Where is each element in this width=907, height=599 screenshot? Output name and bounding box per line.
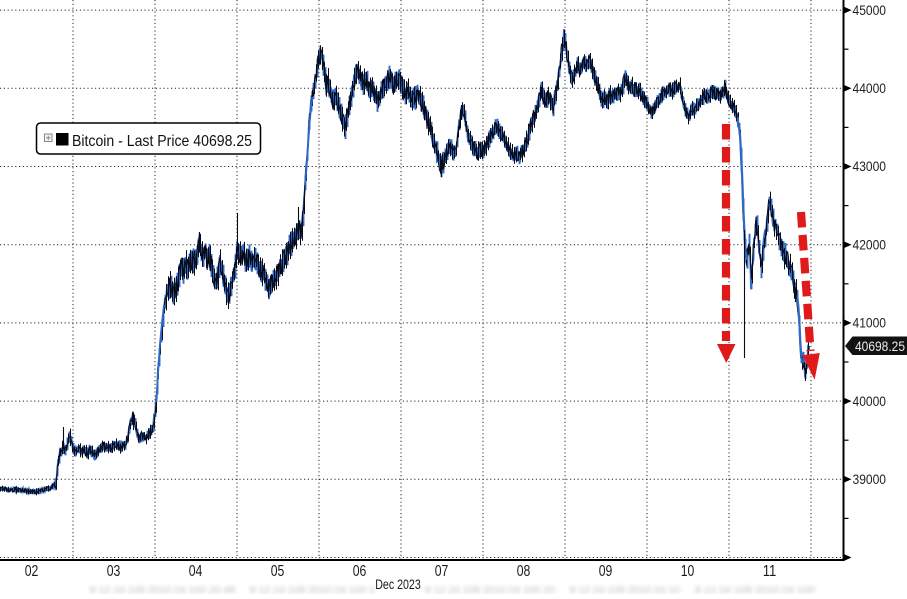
svg-text:Bitcoin - Last Price 40698.25: Bitcoin - Last Price 40698.25 [72,133,252,150]
svg-text:8 12 24 108 2010 04 100 20: 8 12 24 108 2010 04 100 20 [425,585,555,594]
svg-text:09: 09 [599,563,613,580]
svg-text:Dec 2023: Dec 2023 [375,577,421,592]
svg-text:42000: 42000 [853,237,887,252]
svg-text:40000: 40000 [853,394,887,409]
svg-text:05: 05 [271,563,285,580]
svg-text:04: 04 [189,563,203,580]
svg-text:07: 07 [435,563,449,580]
svg-text:45000: 45000 [853,3,887,18]
svg-text:8 12 24 108 2010 04 100 2: 8 12 24 108 2010 04 100 2 [250,585,375,594]
svg-text:08: 08 [517,563,531,580]
svg-text:8 12 24 108 2010 04 10: 8 12 24 108 2010 04 10 [570,585,680,594]
svg-text:40698.25: 40698.25 [855,339,905,354]
svg-text:8 12 24 108 2010 04 100 20 48: 8 12 24 108 2010 04 100 20 48 [90,585,235,594]
svg-text:10: 10 [681,563,695,580]
svg-text:39000: 39000 [853,472,887,487]
svg-text:44000: 44000 [853,81,887,96]
svg-text:43000: 43000 [853,159,887,174]
svg-text:06: 06 [353,563,367,580]
svg-text:41000: 41000 [853,316,887,331]
svg-text:02: 02 [25,563,39,580]
svg-text:11: 11 [763,563,777,580]
svg-text:03: 03 [107,563,121,580]
svg-text:8 12 24 108 2010 04 100: 8 12 24 108 2010 04 100 [695,585,815,594]
